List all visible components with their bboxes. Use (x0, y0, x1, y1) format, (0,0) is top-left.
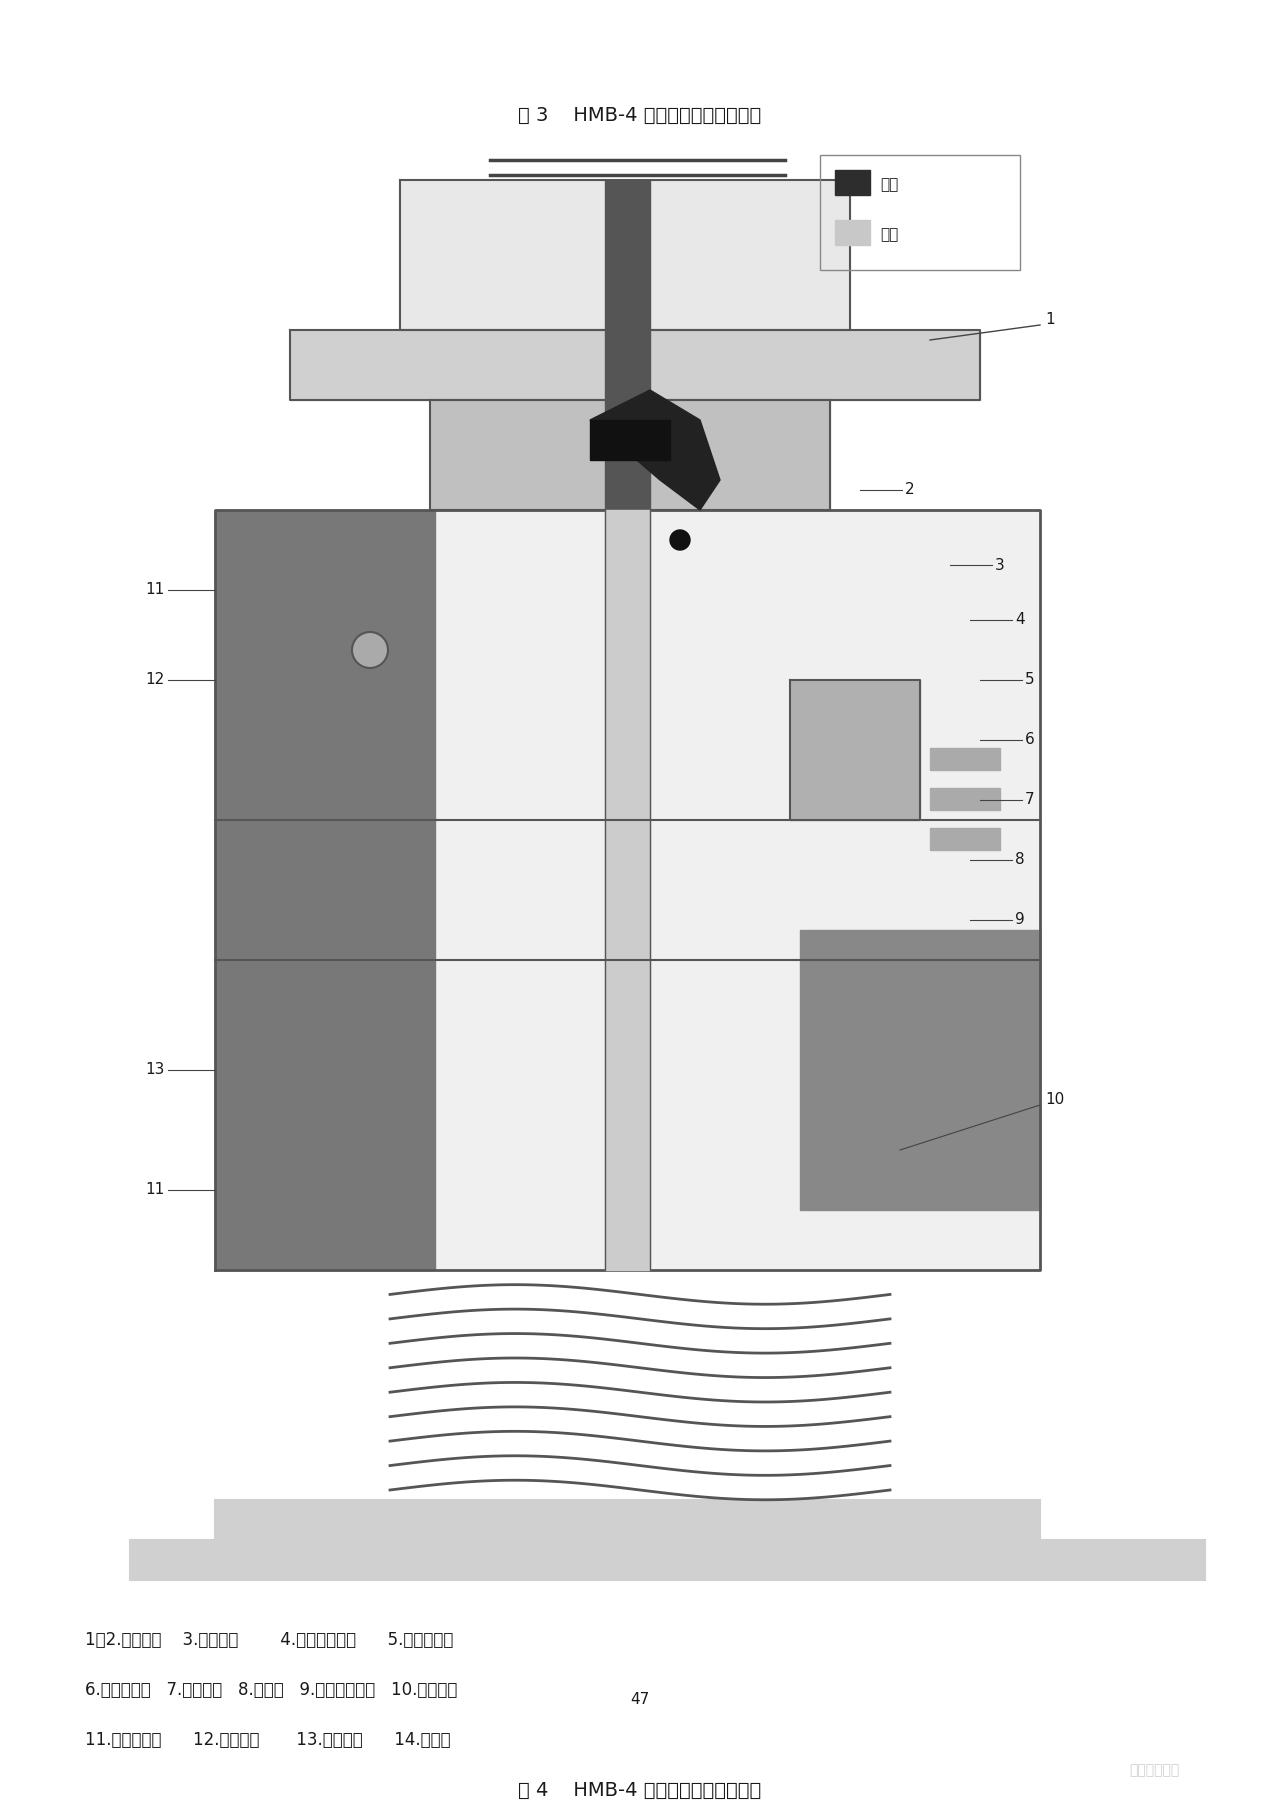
Bar (835, 170, 870, 195)
Bar (215, 510, 1039, 1271)
Text: 6.分闸控制阀   7.控制模块   8.换向阀   9.分闸节流螺塞   10.碟簧装置: 6.分闸控制阀 7.控制模块 8.换向阀 9.分闸节流螺塞 10.碟簧装置 (84, 1681, 457, 1700)
Text: 9: 9 (1015, 912, 1025, 927)
Text: 3: 3 (995, 557, 1005, 572)
Text: 5: 5 (1025, 673, 1034, 688)
Text: 高压: 高压 (881, 177, 899, 192)
Bar (835, 221, 870, 244)
Text: 图 4    HMB-4 液压弹簧机构分闸位置: 图 4 HMB-4 液压弹簧机构分闸位置 (518, 1781, 762, 1799)
Text: 7: 7 (1025, 793, 1034, 807)
Bar (800, 930, 1039, 1211)
Bar (215, 510, 435, 1271)
Text: 12: 12 (146, 673, 165, 688)
Bar (131, 1540, 1204, 1580)
Text: 6: 6 (1025, 733, 1034, 748)
Text: 13: 13 (146, 1062, 165, 1077)
Circle shape (352, 632, 388, 668)
Text: 低压: 低压 (881, 228, 899, 243)
Bar (931, 748, 1000, 769)
Text: 11: 11 (146, 583, 165, 597)
Polygon shape (430, 400, 829, 510)
Text: 2: 2 (905, 483, 915, 498)
Bar (215, 1500, 1039, 1540)
Text: 电力专家联盟: 电力专家联盟 (1130, 1763, 1180, 1777)
Polygon shape (590, 389, 719, 510)
Text: 11.油位观察窗      12.贮能模块       13.贮能活塞      14.支撑环: 11.油位观察窗 12.贮能模块 13.贮能活塞 14.支撑环 (84, 1730, 451, 1748)
Text: 1: 1 (1044, 313, 1055, 328)
Text: 11: 11 (146, 1182, 165, 1198)
Bar (590, 420, 669, 460)
Text: 图 3    HMB-4 液压弹簧机构合闸位置: 图 3 HMB-4 液压弹簧机构合闸位置 (518, 105, 762, 125)
Text: 1，2.辅助开关    3.低压接头        4.合闸节流螺塞      5.合闸控制阀: 1，2.辅助开关 3.低压接头 4.合闸节流螺塞 5.合闸控制阀 (84, 1631, 453, 1649)
Text: 8: 8 (1015, 853, 1024, 867)
Bar (931, 787, 1000, 811)
Polygon shape (291, 329, 980, 400)
Polygon shape (790, 681, 920, 820)
Bar (605, 179, 650, 510)
Text: 4: 4 (1015, 612, 1024, 628)
Text: 10: 10 (1044, 1093, 1064, 1108)
Bar (931, 827, 1000, 851)
Text: 47: 47 (630, 1692, 650, 1707)
Bar (820, 156, 1020, 270)
Bar (605, 510, 650, 1271)
Circle shape (669, 530, 690, 550)
Polygon shape (399, 179, 850, 329)
